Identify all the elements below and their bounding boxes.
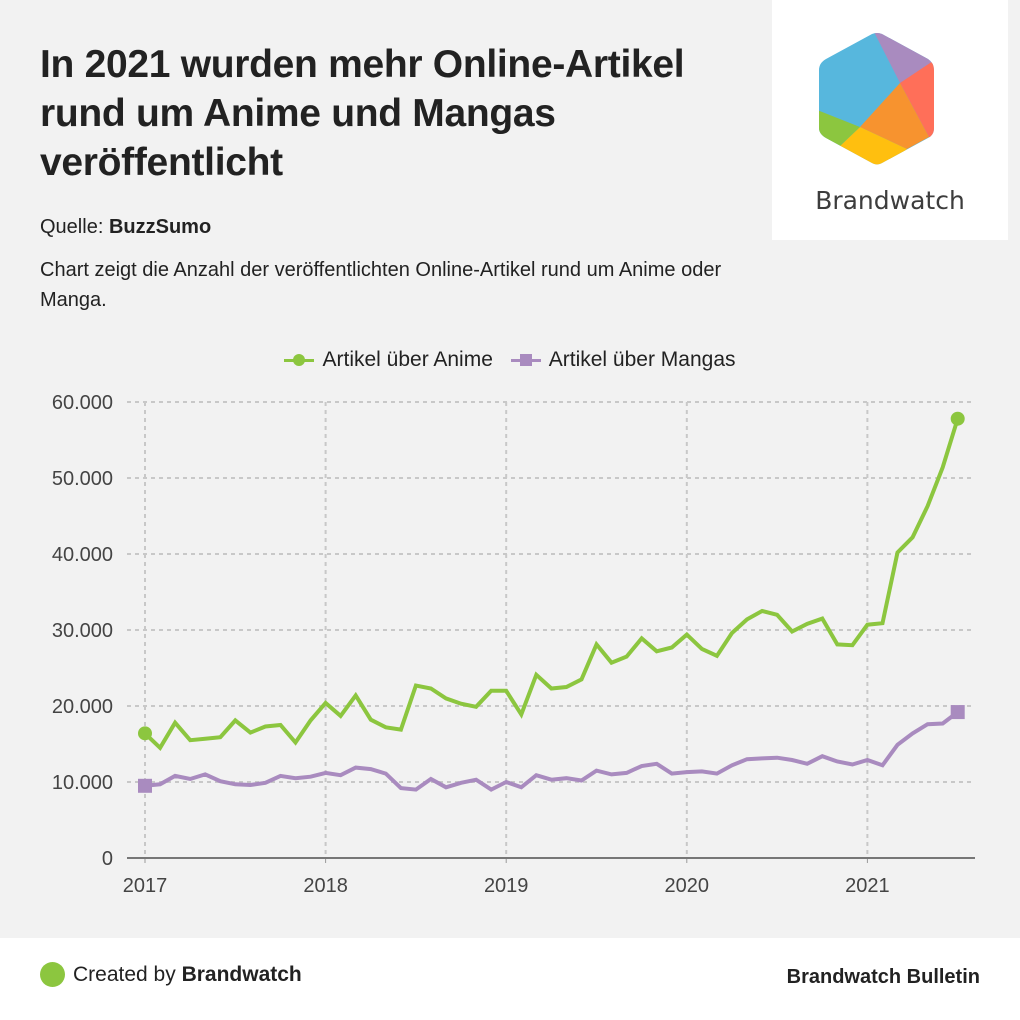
x-tick-label: 2018: [303, 875, 348, 897]
brandwatch-hexagon-icon: [819, 33, 934, 165]
y-tick-label: 50.000: [52, 468, 113, 490]
logo-segment-red: [900, 55, 934, 140]
chart-subtitle: Chart zeigt die Anzahl der veröffentlich…: [40, 259, 722, 311]
series-line-anime: [143, 418, 960, 751]
line-chart: 0 10.000 20.000 30.000 40.000 50.000 60.000 201…: [52, 392, 975, 897]
legend-item-mangas[interactable]: Artikel über Mangas: [510, 348, 736, 372]
footer-credit: Created by Brandwatch: [40, 962, 302, 987]
brand-dot-icon: [40, 962, 65, 987]
logo-segment-green: [819, 108, 860, 146]
chart-title: In 2021 wurden mehr Online-Artikel rund …: [40, 43, 685, 184]
x-tick-label: 2019: [484, 875, 529, 897]
y-tick-label: 30.000: [52, 620, 113, 642]
brandwatch-wordmark: Brandwatch: [815, 186, 965, 215]
source-name: BuzzSumo: [108, 216, 212, 238]
series-line-mangas: [144, 710, 959, 792]
legend-item-anime[interactable]: Artikel über Anime: [284, 348, 493, 372]
footer-created-brand: Brandwatch: [181, 962, 302, 986]
x-tick-label: 2017: [123, 875, 168, 897]
x-tick-label: 2020: [665, 875, 710, 897]
footer: Created by Brandwatch Brandwatch Bulleti…: [0, 938, 1020, 1020]
footer-bulletin[interactable]: Brandwatch Bulletin: [786, 966, 980, 988]
y-tick-label: 0: [102, 848, 113, 870]
logo-segment-orange: [860, 83, 929, 149]
data-point-anime: [950, 411, 965, 426]
source-line: Quelle: BuzzSumo: [40, 216, 211, 239]
y-tick-label: 40.000: [52, 544, 113, 566]
legend-circle-icon: [284, 353, 315, 367]
source-label: Quelle:: [40, 216, 104, 238]
legend-label-anime: Artikel über Anime: [322, 348, 493, 371]
y-tick-label: 10.000: [52, 772, 113, 794]
chart-legend: Artikel über Anime Artikel über Mangas: [0, 348, 1020, 373]
y-tick-label: 60.000: [52, 392, 113, 414]
legend-label-mangas: Artikel über Mangas: [548, 348, 736, 371]
brandwatch-logo: Brandwatch: [772, 0, 1008, 240]
footer-created-prefix: Created by: [73, 962, 176, 986]
y-tick-label: 20.000: [52, 696, 113, 718]
data-point-anime: [138, 726, 152, 741]
x-tick-label: 2021: [845, 875, 890, 897]
data-point-mangas: [950, 705, 965, 720]
legend-square-icon: [510, 353, 541, 367]
data-point-mangas: [138, 778, 152, 793]
